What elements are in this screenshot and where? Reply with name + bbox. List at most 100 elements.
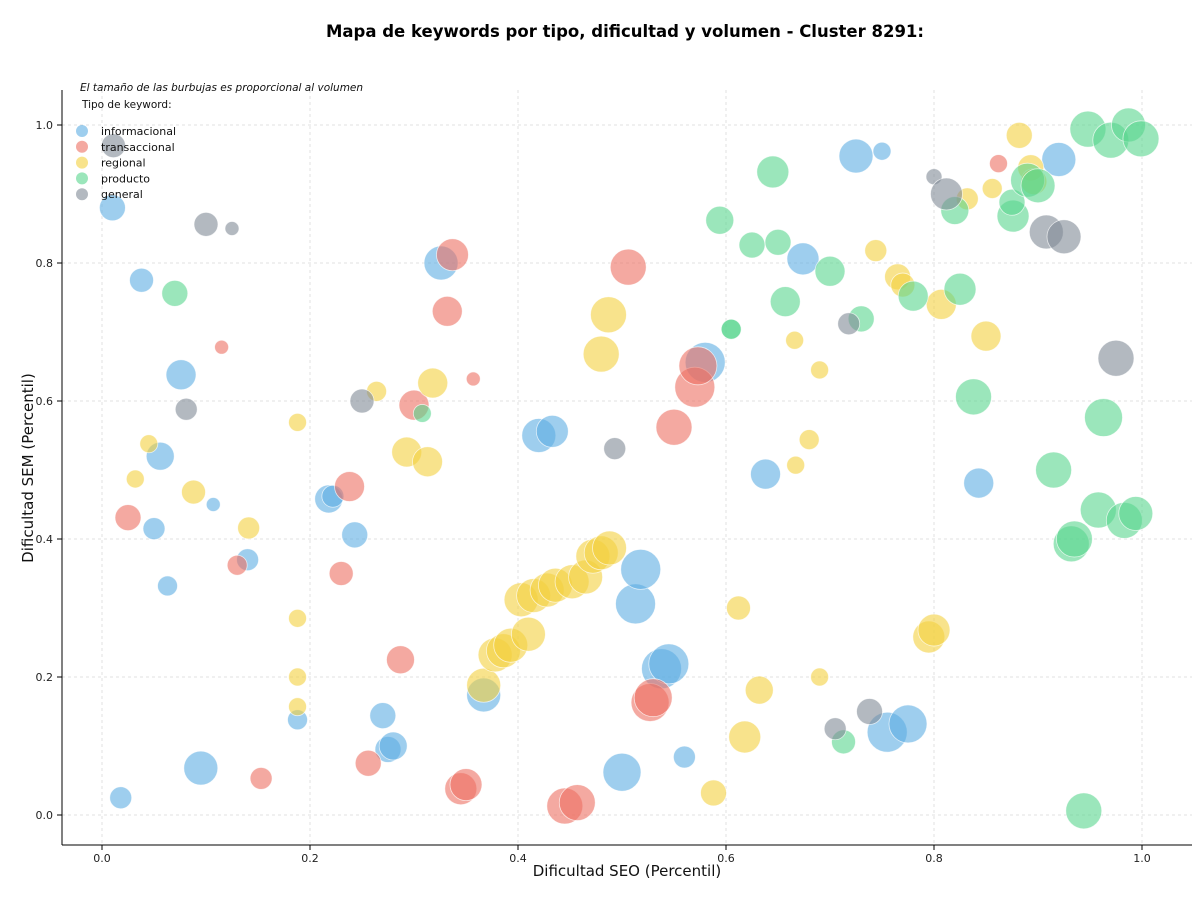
x-axis-label: Dificultad SEO (Percentil) [533, 862, 722, 880]
bubble-regional [1005, 121, 1033, 149]
bubble-transaccional [334, 471, 365, 502]
legend-label-informacional: informacional [101, 125, 176, 138]
bubble-general [349, 388, 375, 414]
bubble-general [174, 397, 198, 421]
bubble-informacional [888, 704, 928, 744]
bubble-transaccional [655, 408, 693, 446]
y-axis-label: Dificultad SEM (Percentil) [19, 373, 37, 563]
legend: informacional transaccional regional produc… [76, 125, 176, 201]
bubble-regional [237, 516, 261, 540]
bubble-transaccional [449, 768, 483, 802]
bubble-informacional [341, 521, 369, 549]
bubble-producto [769, 286, 801, 318]
legend-marker-producto [76, 172, 88, 185]
series-producto [161, 107, 1160, 830]
bubble-informacional [615, 583, 656, 625]
bubble-producto [1084, 398, 1123, 437]
bubble-regional [981, 178, 1003, 199]
y-tick-label: 0.4 [36, 533, 54, 546]
chart-title: Mapa de keywords por tipo, dificultad y … [326, 22, 924, 41]
bubble-producto [756, 155, 790, 189]
bubble-regional [728, 720, 762, 754]
bubble-regional [798, 429, 820, 451]
y-tick-label: 0.8 [36, 257, 54, 270]
bubble-regional [412, 446, 443, 478]
bubble-informacional [183, 750, 219, 786]
bubble-general [101, 133, 126, 159]
x-tick-label: 0.4 [509, 852, 527, 865]
bubble-informacional [157, 575, 178, 597]
legend-label-transaccional: transaccional [101, 141, 175, 154]
bubble-informacional [205, 497, 221, 512]
bubble-transaccional [386, 645, 415, 675]
bubble-producto [1020, 168, 1056, 204]
series-regional [125, 121, 1048, 807]
bubble-producto [1056, 520, 1093, 558]
bubble-regional [785, 330, 805, 350]
bubble-regional [810, 360, 829, 380]
bubble-informacional [535, 414, 569, 448]
bubble-informacional [872, 141, 892, 161]
bubble-regional [810, 667, 829, 687]
bubble-regional [288, 412, 307, 432]
bubble-informacional [378, 731, 408, 761]
legend-marker-transaccional [76, 140, 88, 153]
bubble-transaccional [989, 154, 1008, 174]
bubble-general [823, 717, 847, 741]
bubble-general [193, 211, 219, 237]
x-tick-label: 0.2 [301, 852, 319, 865]
bubble-producto [738, 231, 766, 259]
bubble-informacional [648, 643, 690, 685]
bubble-informacional [620, 548, 662, 590]
bubble-informacional [602, 752, 642, 792]
bubble-regional [288, 608, 307, 628]
legend-marker-general [76, 188, 88, 201]
bubble-producto [764, 228, 792, 256]
bubble-general [1097, 339, 1135, 377]
ticks: 0.0 0.0 0.2 0.2 0.4 0.4 0.6 0.6 0.8 0.8 1.0 1.0 [36, 119, 1151, 865]
bubble-regional [590, 296, 627, 334]
bubble-general [856, 698, 883, 725]
bubble-producto [1122, 120, 1160, 158]
bubble-size-note: El tamaño de las burbujas es proporciona… [80, 82, 363, 94]
bubble-regional [582, 335, 620, 373]
bubble-regional [970, 320, 1002, 352]
bubble-transaccional [328, 561, 354, 586]
bubble-transaccional [431, 295, 463, 327]
bubble-transaccional [436, 238, 469, 272]
legend-marker-informacional [76, 125, 88, 137]
bubble-transaccional [678, 346, 718, 386]
bubble-regional [181, 479, 206, 505]
bubble-regional [864, 239, 888, 262]
x-tick-label: 1.0 [1133, 852, 1151, 865]
bubble-general [1046, 219, 1082, 255]
series-informacional [99, 138, 1077, 810]
bubble-informacional [673, 745, 696, 769]
bubble-regional [700, 779, 727, 807]
bubble-producto [720, 318, 742, 340]
bubble-transaccional [249, 767, 273, 790]
bubble-producto [1065, 792, 1103, 830]
y-tick-label: 0.0 [36, 809, 54, 822]
bubble-producto [705, 205, 735, 235]
y-tick-label: 0.2 [36, 671, 54, 684]
bubble-informacional [963, 467, 995, 499]
bubble-informacional [99, 194, 126, 222]
bubble-transaccional [214, 339, 230, 355]
bubble-regional [786, 455, 806, 475]
bubble-general [224, 221, 240, 236]
bubble-informacional [129, 267, 154, 293]
bubble-producto [814, 255, 846, 287]
bubble-transaccional [114, 504, 142, 532]
bubble-regional [288, 697, 307, 717]
bubble-producto [943, 272, 977, 306]
series-transaccional [114, 154, 1008, 825]
bubble-regional [288, 667, 307, 687]
bubble-informacional [750, 458, 781, 490]
bubble-regional [917, 613, 951, 647]
bubble-layer [99, 107, 1160, 830]
bubble-transaccional [226, 554, 248, 576]
bubble-informacional [369, 702, 397, 730]
